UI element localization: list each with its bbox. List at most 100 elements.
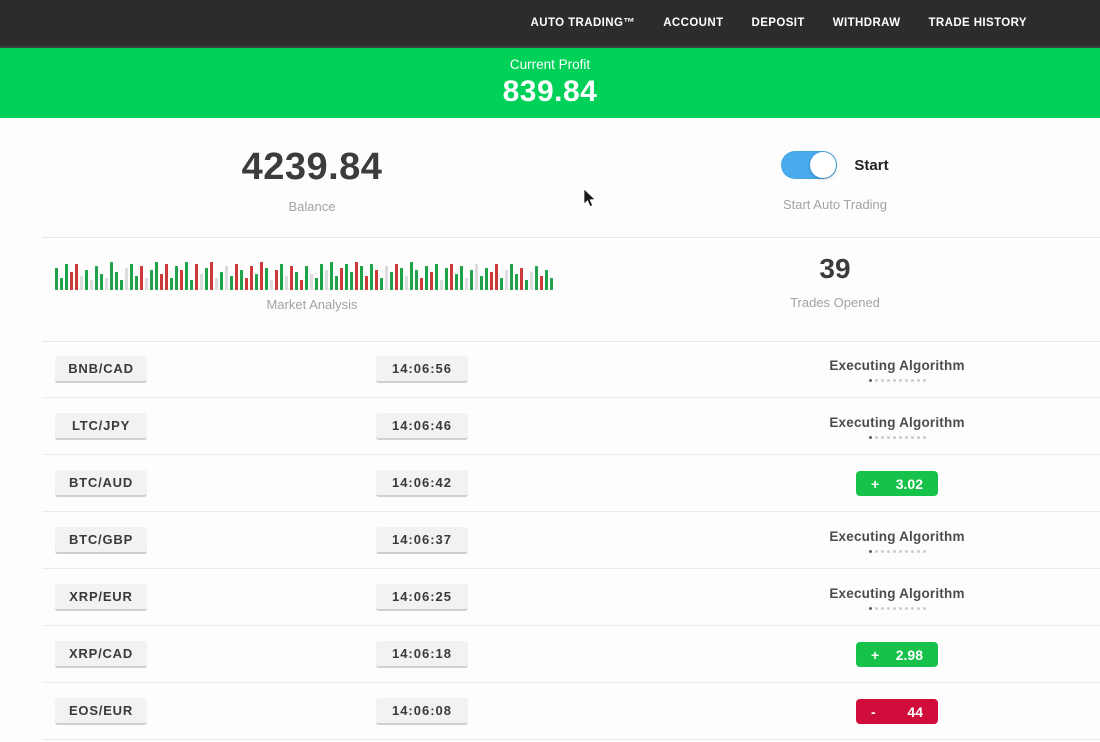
progress-dot <box>874 435 878 439</box>
progress-dot <box>898 435 902 439</box>
nav-item-trade-history[interactable]: TRADE HISTORY <box>928 17 1027 29</box>
market-bar <box>140 266 143 290</box>
market-bar <box>360 266 363 290</box>
pair-badge: XRP/EUR <box>55 584 147 611</box>
market-bar <box>485 268 488 290</box>
progress-dot <box>916 606 920 610</box>
time-badge: 14:06:56 <box>376 356 468 383</box>
progress-dots <box>868 606 926 610</box>
market-bar <box>170 278 173 290</box>
progress-dot <box>898 378 902 382</box>
market-bar <box>375 270 378 290</box>
progress-dot <box>880 606 884 610</box>
progress-dot <box>868 606 872 610</box>
progress-dot <box>916 435 920 439</box>
progress-dot <box>904 378 908 382</box>
executing-algorithm-label: Executing Algorithm <box>829 528 965 544</box>
market-bar <box>285 276 288 290</box>
trade-result: Executing Algorithm <box>817 512 977 569</box>
time-badge: 14:06:08 <box>376 698 468 725</box>
trade-row: LTC/JPY 14:06:46 Executing Algorithm <box>42 398 1100 455</box>
result-value: 44 <box>907 703 923 720</box>
market-bar <box>295 272 298 290</box>
executing-algorithm-label: Executing Algorithm <box>829 585 965 601</box>
progress-dot <box>880 378 884 382</box>
market-section: Market Analysis 39 Trades Opened <box>0 237 1100 341</box>
toggle-knob <box>810 152 837 178</box>
market-bar <box>525 280 528 290</box>
balance-label: Balance <box>288 199 336 214</box>
progress-dot <box>904 549 908 553</box>
trade-row: BTC/GBP 14:06:37 Executing Algorithm <box>42 512 1100 569</box>
market-bar <box>415 270 418 290</box>
nav-item-account[interactable]: ACCOUNT <box>663 17 724 29</box>
trade-result: - 44 <box>817 683 977 740</box>
market-bar <box>115 272 118 290</box>
top-nav: AUTO TRADING™ ACCOUNT DEPOSIT WITHDRAW TRADE… <box>0 0 1100 48</box>
market-bar <box>460 266 463 290</box>
nav-item-withdraw[interactable]: WITHDRAW <box>832 17 901 29</box>
market-bar <box>160 274 163 290</box>
market-bar <box>280 264 283 290</box>
trade-row: XRP/CAD 14:06:18 +2.98 <box>42 626 1100 683</box>
progress-dots <box>868 549 926 553</box>
progress-dot <box>910 378 914 382</box>
pair-badge: BTC/AUD <box>55 470 147 497</box>
progress-dot <box>910 606 914 610</box>
nav-item-auto-trading[interactable]: AUTO TRADING™ <box>530 17 636 29</box>
market-bar <box>445 268 448 290</box>
market-bar <box>110 262 113 290</box>
market-bar <box>70 272 73 290</box>
market-bar <box>200 274 203 290</box>
market-bar <box>425 266 428 290</box>
market-bar <box>505 270 508 290</box>
trade-result: Executing Algorithm <box>817 569 977 626</box>
market-bar <box>225 266 228 290</box>
progress-dots <box>868 435 926 439</box>
market-bar <box>495 264 498 290</box>
market-bar <box>65 264 68 290</box>
market-bar <box>345 264 348 290</box>
market-bar <box>205 268 208 290</box>
market-bar <box>210 262 213 290</box>
time-badge: 14:06:37 <box>376 527 468 554</box>
trade-result: Executing Algorithm <box>817 398 977 455</box>
market-bar <box>190 280 193 290</box>
market-bar <box>540 276 543 290</box>
market-bar <box>370 264 373 290</box>
section-divider <box>42 237 1100 238</box>
market-bar <box>300 280 303 290</box>
progress-dot <box>898 549 902 553</box>
progress-dot <box>904 435 908 439</box>
market-bar <box>335 276 338 290</box>
market-bar <box>440 280 443 290</box>
trade-row: BTC/AUD 14:06:42 +3.02 <box>42 455 1100 512</box>
nav-item-deposit[interactable]: DEPOSIT <box>751 17 805 29</box>
market-bar <box>215 278 218 290</box>
market-bar <box>430 272 433 290</box>
auto-trading-toggle[interactable] <box>781 151 838 179</box>
progress-dot <box>874 606 878 610</box>
result-sign: + <box>871 475 880 492</box>
trade-row: EOS/EUR 14:06:08 - 44 <box>42 683 1100 740</box>
pair-badge: XRP/CAD <box>55 641 147 668</box>
market-bar <box>330 262 333 290</box>
progress-dot <box>922 435 926 439</box>
market-bar <box>120 280 123 290</box>
pair-badge: BNB/CAD <box>55 356 147 383</box>
market-bar <box>175 266 178 290</box>
current-profit-value: 839.84 <box>502 75 598 108</box>
market-bar <box>255 274 258 290</box>
market-bar <box>260 262 263 290</box>
market-bar <box>180 270 183 290</box>
market-bar <box>125 268 128 290</box>
progress-dot <box>916 549 920 553</box>
market-bar <box>530 272 533 290</box>
result-sign: - <box>871 703 876 720</box>
market-bar <box>355 262 358 290</box>
market-bar <box>500 278 503 290</box>
market-bar <box>340 268 343 290</box>
market-bar <box>405 276 408 290</box>
market-bar <box>390 272 393 290</box>
market-bar <box>520 268 523 290</box>
